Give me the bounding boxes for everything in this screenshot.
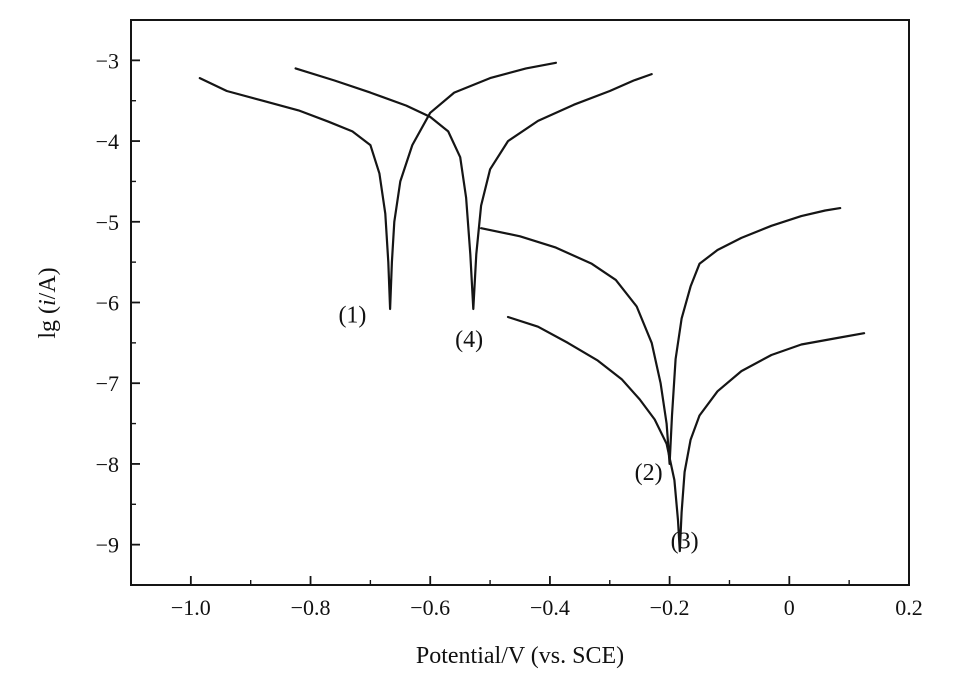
x-tick-label: 0 — [784, 595, 795, 620]
x-tick-label: −1.0 — [171, 595, 211, 620]
y-axis-title-prefix: lg ( — [35, 306, 61, 339]
x-tick-label: −0.8 — [291, 595, 331, 620]
y-axis-title-variable: i — [35, 299, 61, 306]
y-tick-label: −4 — [96, 129, 119, 154]
y-tick-label: −7 — [96, 371, 119, 396]
y-tick-label: −3 — [96, 48, 119, 73]
y-tick-label: −6 — [96, 291, 119, 316]
y-tick-label: −9 — [96, 533, 119, 558]
curve-3 — [480, 207, 842, 465]
x-axis-title: Potential/V (vs. SCE) — [416, 643, 624, 669]
plot-frame — [130, 19, 910, 586]
x-tick-label: 0.2 — [895, 595, 923, 620]
curve-label: (4) — [455, 327, 483, 353]
y-axis-title: lg (i/A) — [35, 267, 61, 338]
x-tick-label: −0.2 — [650, 595, 690, 620]
curve-label: (2) — [635, 460, 663, 486]
x-tick-label: −0.4 — [530, 595, 570, 620]
tick-labels: −1.0 −0.8 −0.6 −0.4 −0.2 0 0.2 −3 −4 −5 −6 −7 −8 −9 (1… — [96, 48, 923, 620]
y-axis-title-suffix: /A) — [35, 267, 61, 299]
curve-label: (3) — [671, 529, 699, 555]
curves — [198, 61, 866, 553]
x-tick-label: −0.6 — [410, 595, 450, 620]
axis-ticks — [131, 59, 910, 585]
curve-1 — [198, 61, 557, 311]
curve-2 — [294, 67, 653, 311]
curve-4 — [506, 315, 866, 553]
curve-label: (1) — [338, 303, 366, 329]
y-tick-label: −8 — [96, 452, 119, 477]
y-tick-label: −5 — [96, 210, 119, 235]
